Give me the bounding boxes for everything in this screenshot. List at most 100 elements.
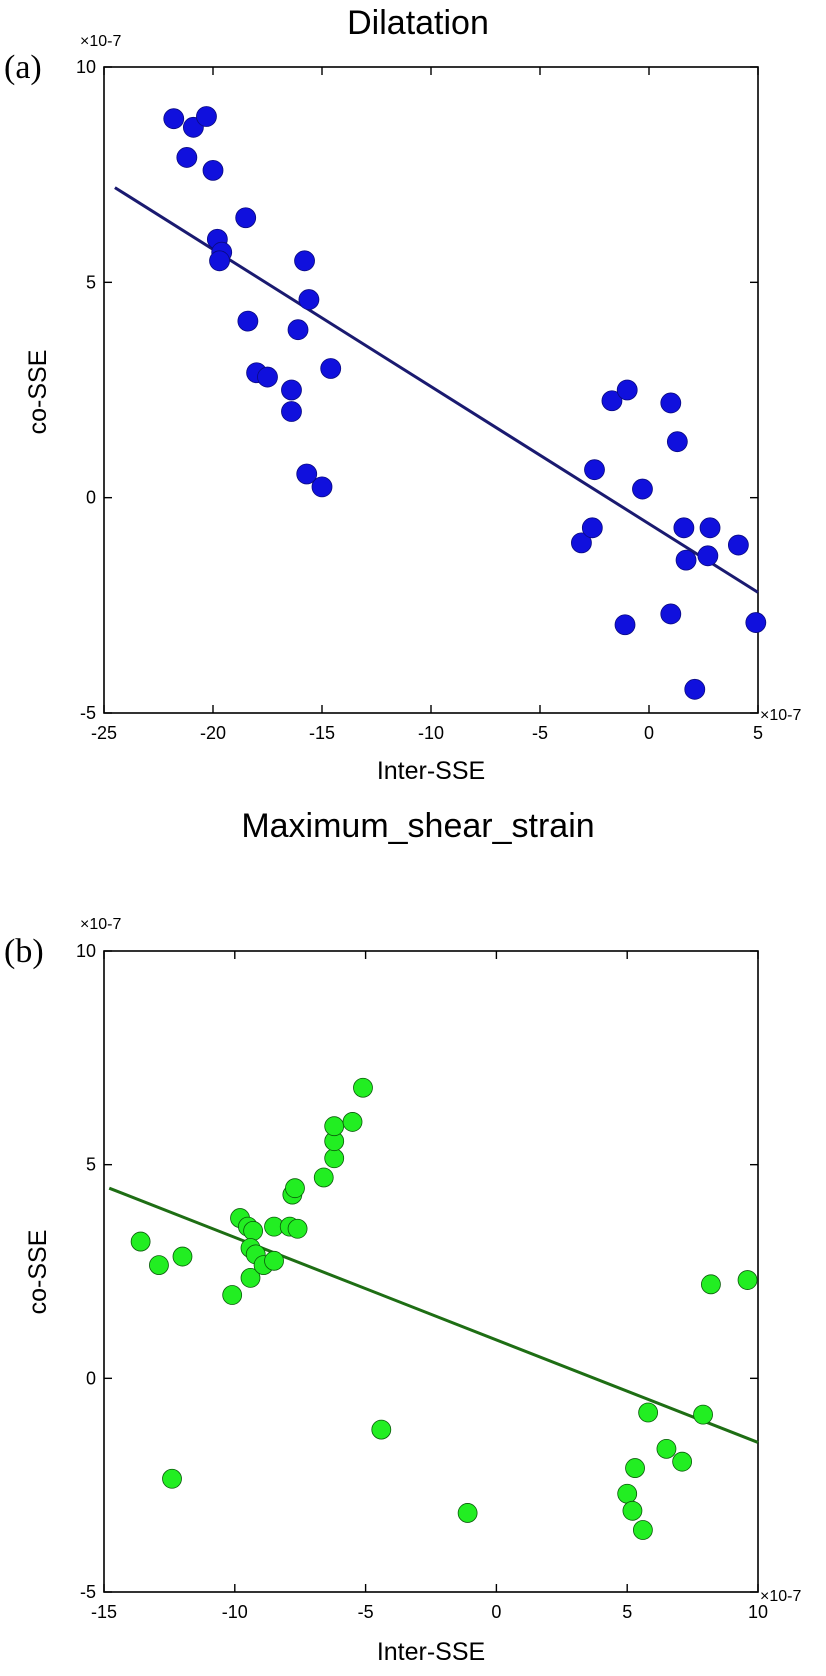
panel-a-data-point [294,250,315,272]
panel-a-title: Dilatation [347,4,489,42]
panel-a-data-point [298,289,320,310]
panel-a-x-tick-label: -5 [532,723,548,743]
panel-a-data-point [320,358,342,379]
panel-b-data-point [625,1458,645,1478]
panel-a-y-tick-label: 10 [76,57,96,77]
panel-a-plot-frame [103,66,759,714]
panel-b-y-tick-label: 10 [76,941,96,961]
panel-b-data-point [285,1178,305,1199]
panel-a-x-tick-label: -25 [91,723,117,743]
panel-b-data-point [632,1520,653,1540]
panel-b-data-point [324,1148,345,1169]
panel-b-data-point [737,1270,758,1290]
panel-b-data-point [672,1451,693,1472]
panel-b-data-point [701,1274,721,1295]
panel-a-x-axis-label: Inter-SSE [377,757,485,785]
panel-a-data-point [660,603,682,625]
panel-b-data-point [264,1250,284,1271]
panel-b-data-point [656,1438,677,1459]
panel-a-data-point [616,379,638,401]
panel-b-data-point [243,1221,264,1241]
panel-a-data-point [584,459,605,481]
panel-a-fit-line [114,186,759,594]
panel-a-dilatation: Dilatation (a) ×10-7 ×10-7 -25 -20 -15 -10-… [4,4,801,785]
panel-a-x-tick-label: -15 [309,723,335,743]
panel-b-x-tick-label: 0 [491,1602,501,1622]
panel-a-data-point [237,310,259,332]
panel-b-data-point [353,1077,373,1098]
panel-a-y-ticks: -5 0 5 10 [76,57,758,723]
panel-a-data-point [699,517,721,539]
panel-a-data-point [163,108,185,130]
panel-a-data-point [202,159,224,181]
panel-b-y-ticks: -5 0 5 10 [76,941,758,1602]
panel-a-data-point [257,366,278,388]
panel-b-data-point [324,1116,345,1137]
panel-b-data-point [371,1419,392,1440]
panel-a-data-point [697,545,719,567]
panel-b-y-tick-label: -5 [80,1582,96,1602]
panel-b-fit-line [108,1186,759,1444]
panel-a-y-tick-label: -5 [80,703,96,723]
panel-a-data-point [196,106,217,127]
panel-b-title: Maximum_shear_strain [241,807,594,845]
panel-b-x-tick-label: 5 [622,1602,632,1622]
panel-b-label: (b) [4,933,44,970]
panel-b-y-tick-label: 5 [86,1155,96,1175]
panel-a-x-tick-label: 0 [644,723,654,743]
panel-b-x-ticks: -15 -10 -5 0 5 10 [91,951,768,1622]
panel-a-fit-line-group [114,186,759,594]
panel-a-data-point [235,207,257,229]
panel-b-x-tick-label: 10 [748,1602,768,1622]
panel-a-y-tick-label: 0 [86,488,96,508]
panel-a-y-tick-label: 5 [86,272,96,292]
panel-a-data-point [601,390,623,412]
panel-b-maximum-shear-strain: Maximum_shear_strain (b) ×10-7 ×10-7 -15… [4,807,801,1666]
panel-b-y-axis-label: co-SSE [24,1230,52,1315]
panel-a-data-point [673,517,695,539]
panel-b-data-point [638,1402,659,1423]
panel-b-x-tick-label: -15 [91,1602,117,1622]
panel-a-data-point [281,379,302,401]
panel-b-x-multiplier: ×10-7 [760,1588,801,1605]
panel-b-y-multiplier: ×10-7 [80,916,121,933]
panel-b-data-point [457,1503,478,1523]
panel-a-y-multiplier: ×10-7 [80,33,121,50]
panel-a-data-point [666,431,688,453]
panel-b-data-point [172,1246,193,1267]
panel-a-data-point [745,612,767,633]
panel-b-plot-frame [103,950,759,1593]
panel-a-label: (a) [4,49,42,86]
panel-a-data-point [675,549,697,571]
panel-a-x-tick-label: -20 [200,723,226,743]
panel-a-data-point [311,476,333,498]
panel-a-y-axis-label: co-SSE [24,350,52,435]
panel-a-x-ticks: -25 -20 -15 -10 -5 0 5 [91,67,763,743]
panel-b-data-point [130,1231,151,1252]
panel-a-data-point [209,250,230,272]
panel-b-fit-line-group [108,1186,759,1444]
panel-a-data-point [632,478,653,500]
panel-b-data-point [617,1483,638,1504]
panel-a-data-point [727,534,749,556]
panel-a-data-point [581,517,603,539]
panel-b-data-point [162,1468,182,1489]
panel-b-data-point [313,1167,334,1188]
panel-a-data-point [296,463,318,485]
panel-b-data-point [342,1112,363,1132]
panel-b-data-point [240,1268,261,1288]
panel-b-data-point [622,1500,643,1521]
panel-a-data-point [176,147,198,168]
panel-a-data-point [287,319,309,341]
panel-b-data-point [149,1255,169,1275]
panel-a-data-point [684,678,706,700]
panel-b-y-tick-label: 0 [86,1368,96,1388]
panel-a-x-tick-label: -10 [418,723,444,743]
panel-a-data-point [660,392,682,414]
panel-b-data-point [222,1285,243,1305]
panel-a-data-point [614,614,636,636]
panel-a-data-point [571,532,592,554]
panel-b-data-point [287,1218,308,1239]
panel-a-x-multiplier: ×10-7 [760,707,801,724]
